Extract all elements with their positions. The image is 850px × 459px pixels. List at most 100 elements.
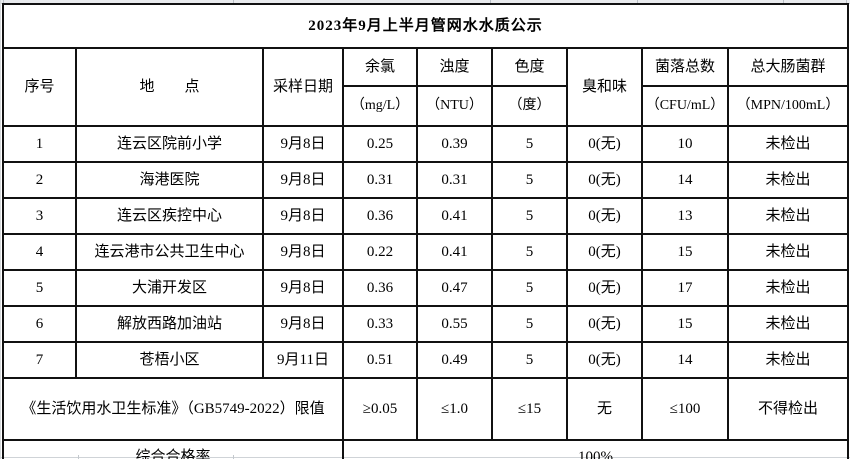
col-header-coliform: 总大肠菌群 <box>726 47 850 87</box>
cell-odor: 0(无) <box>566 305 643 343</box>
cell-chlorine: 0.22 <box>342 233 418 271</box>
cell-coliform: 未检出 <box>726 305 850 343</box>
cell-colony: 14 <box>641 161 729 199</box>
water-quality-table: 2023年9月上半月管网水水质公示 序号 地 点 采样日期 余氯 浊度 色度 臭… <box>1 3 850 459</box>
col-unit-color: （度） <box>491 85 568 127</box>
col-unit-colony: （CFU/mL） <box>641 85 729 127</box>
cell-coliform: 未检出 <box>726 269 850 307</box>
cell-turbidity: 0.41 <box>416 197 493 235</box>
cell-location: 解放西路加油站 <box>75 305 264 343</box>
gridline-tick <box>783 0 784 4</box>
cell-turbidity: 0.47 <box>416 269 493 307</box>
cell-date: 9月8日 <box>262 161 344 199</box>
cell-location: 连云区院前小学 <box>75 125 264 163</box>
col-unit-turbidity: （NTU） <box>416 85 493 127</box>
title-row: 2023年9月上半月管网水水质公示 <box>1 3 850 49</box>
table-row: 5 大浦开发区 9月8日 0.36 0.47 5 0(无) 17 未检出 <box>2 269 850 307</box>
cell-turbidity: 0.55 <box>416 305 493 343</box>
cell-date: 9月8日 <box>262 125 344 163</box>
cell-turbidity: 0.39 <box>416 125 493 163</box>
gridline-tick <box>490 0 491 4</box>
cell-color: 5 <box>491 269 568 307</box>
col-unit-chlorine: （mg/L） <box>342 85 418 127</box>
standard-odor: 无 <box>566 377 643 441</box>
gridline-tick <box>637 0 638 4</box>
cell-coliform: 未检出 <box>726 161 850 199</box>
gridline-tick <box>846 0 847 4</box>
col-header-date: 采样日期 <box>262 47 344 127</box>
cell-coliform: 未检出 <box>726 125 850 163</box>
cell-color: 5 <box>491 197 568 235</box>
col-header-odor: 臭和味 <box>566 47 643 127</box>
cell-colony: 15 <box>641 233 729 271</box>
cell-colony: 14 <box>641 341 729 379</box>
cell-odor: 0(无) <box>566 233 643 271</box>
cell-chlorine: 0.25 <box>342 125 418 163</box>
cell-date: 9月8日 <box>262 197 344 235</box>
header-row-2: （mg/L） （NTU） （度） （CFU/mL） （MPN/100mL） <box>3 85 850 127</box>
col-unit-coliform: （MPN/100mL） <box>726 85 850 127</box>
table-row: 2 海港医院 9月8日 0.31 0.31 5 0(无) 14 未检出 <box>2 161 850 199</box>
col-header-colony: 菌落总数 <box>641 47 729 87</box>
cell-odor: 0(无) <box>566 197 643 235</box>
cell-date: 9月8日 <box>262 305 344 343</box>
table-row: 7 苍梧小区 9月11日 0.51 0.49 5 0(无) 14 未检出 <box>2 341 850 379</box>
table-row: 3 连云区疾控中心 9月8日 0.36 0.41 5 0(无) 13 未检出 <box>2 197 850 235</box>
col-header-color: 色度 <box>491 47 568 87</box>
cell-chlorine: 0.51 <box>342 341 418 379</box>
cell-chlorine: 0.33 <box>342 305 418 343</box>
table-row: 4 连云港市公共卫生中心 9月8日 0.22 0.41 5 0(无) 15 未检… <box>2 233 850 271</box>
gridline-tick <box>3 0 4 4</box>
cell-color: 5 <box>491 233 568 271</box>
cell-color: 5 <box>491 341 568 379</box>
standard-limit-row: 《生活饮用水卫生标准》（GB5749-2022）限值 ≥0.05 ≤1.0 ≤1… <box>2 377 850 441</box>
cell-location: 大浦开发区 <box>75 269 264 307</box>
gridline-tick <box>233 0 234 4</box>
page-title: 2023年9月上半月管网水水质公示 <box>1 3 850 49</box>
cell-chlorine: 0.36 <box>342 197 418 235</box>
cell-colony: 10 <box>641 125 729 163</box>
cell-location: 海港医院 <box>75 161 264 199</box>
cell-date: 9月8日 <box>262 233 344 271</box>
standard-color: ≤15 <box>491 377 568 441</box>
cell-color: 5 <box>491 161 568 199</box>
spreadsheet-gridline-left <box>0 0 1 459</box>
col-header-no: 序号 <box>2 47 77 127</box>
cell-coliform: 未检出 <box>726 197 850 235</box>
table-row: 6 解放西路加油站 9月8日 0.33 0.55 5 0(无) 15 未检出 <box>2 305 850 343</box>
cell-no: 6 <box>2 305 77 343</box>
cell-no: 7 <box>2 341 77 379</box>
cell-chlorine: 0.36 <box>342 269 418 307</box>
cell-coliform: 未检出 <box>726 233 850 271</box>
cell-color: 5 <box>491 305 568 343</box>
cell-no: 5 <box>2 269 77 307</box>
standard-colony: ≤100 <box>641 377 729 441</box>
cell-coliform: 未检出 <box>726 341 850 379</box>
col-header-turbidity: 浊度 <box>416 47 493 87</box>
cell-colony: 17 <box>641 269 729 307</box>
cell-no: 2 <box>2 161 77 199</box>
header-row-1: 序号 地 点 采样日期 余氯 浊度 色度 臭和味 菌落总数 总大肠菌群 <box>2 47 850 127</box>
cell-turbidity: 0.31 <box>416 161 493 199</box>
pass-rate-row: 综合合格率 100% <box>2 439 850 459</box>
cell-date: 9月11日 <box>262 341 344 379</box>
cell-no: 4 <box>2 233 77 271</box>
table-row: 1 连云区院前小学 9月8日 0.25 0.39 5 0(无) 10 未检出 <box>2 125 850 163</box>
cell-turbidity: 0.41 <box>416 233 493 271</box>
col-header-chlorine: 余氯 <box>342 47 418 87</box>
standard-turbidity: ≤1.0 <box>416 377 493 441</box>
cell-odor: 0(无) <box>566 161 643 199</box>
pass-rate-label: 综合合格率 <box>2 439 344 459</box>
cell-odor: 0(无) <box>566 341 643 379</box>
col-header-location: 地 点 <box>75 47 264 127</box>
standard-label: 《生活饮用水卫生标准》（GB5749-2022）限值 <box>2 377 344 441</box>
cell-colony: 13 <box>641 197 729 235</box>
cell-chlorine: 0.31 <box>342 161 418 199</box>
standard-chlorine: ≥0.05 <box>342 377 418 441</box>
cell-date: 9月8日 <box>262 269 344 307</box>
cell-location: 连云区疾控中心 <box>75 197 264 235</box>
cell-location: 连云港市公共卫生中心 <box>75 233 264 271</box>
cell-location: 苍梧小区 <box>75 341 264 379</box>
cell-odor: 0(无) <box>566 269 643 307</box>
